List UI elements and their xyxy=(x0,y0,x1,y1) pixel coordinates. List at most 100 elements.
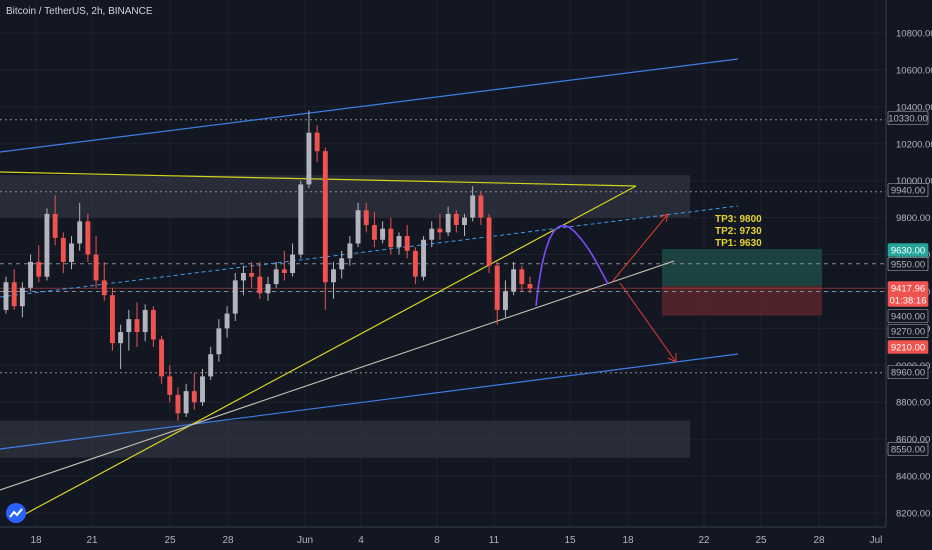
candle-body xyxy=(44,213,50,277)
arrow-head-up-icon xyxy=(659,213,669,223)
candle-body xyxy=(445,213,451,233)
candle-body xyxy=(519,269,525,285)
candle-body xyxy=(36,261,42,277)
price-label: 8960.00 xyxy=(891,367,925,378)
candle-body xyxy=(60,237,66,262)
price-label-box xyxy=(887,293,929,307)
candle-body xyxy=(339,258,345,270)
candle-body xyxy=(208,354,214,377)
candle-body xyxy=(52,213,58,238)
upper-channel-line xyxy=(0,58,739,153)
candle-body xyxy=(404,236,410,251)
candle-body xyxy=(232,280,238,314)
y-tick-label: 8400.00 xyxy=(896,472,930,483)
tp-annotation-text: TP2: 9730 xyxy=(715,226,762,237)
candle-body xyxy=(19,287,25,307)
projected-path-arc xyxy=(535,225,609,307)
horizontal-levels xyxy=(0,119,886,374)
candle-body xyxy=(388,228,394,248)
candle-body xyxy=(257,276,263,294)
candle-body xyxy=(150,309,156,340)
candle-body xyxy=(142,309,148,333)
bullish-projection-arrow xyxy=(611,213,669,283)
candle-body xyxy=(167,376,173,395)
price-label: 01:38:16 xyxy=(890,295,927,306)
tradingview-logo-icon[interactable] xyxy=(6,503,26,523)
x-tick-label: 28 xyxy=(813,535,825,546)
candle-body xyxy=(191,391,197,403)
mid-channel-line xyxy=(0,205,739,298)
price-label-box xyxy=(887,442,929,456)
candle-body xyxy=(437,228,443,233)
ascending-support-line xyxy=(13,185,637,521)
y-tick-label: 10600.00 xyxy=(896,65,932,76)
candle-body xyxy=(183,391,189,414)
candle-body xyxy=(347,243,353,259)
stop-loss-box xyxy=(662,285,822,316)
descending-resistance-line xyxy=(0,171,637,187)
price-label: 9630.00 xyxy=(891,245,925,256)
candle-body xyxy=(429,228,435,240)
candle-body xyxy=(511,269,517,292)
candle-body xyxy=(314,132,320,152)
candle-body xyxy=(77,221,83,244)
price-label-box xyxy=(887,257,929,271)
candle-body xyxy=(355,210,361,244)
candle-body xyxy=(134,319,140,333)
price-label: 9210.00 xyxy=(891,342,925,353)
candle-body xyxy=(331,269,336,283)
y-tick-label: 9800.00 xyxy=(896,213,930,224)
price-label: 9400.00 xyxy=(891,311,925,322)
candle-body xyxy=(159,339,165,377)
candle-body xyxy=(453,213,459,225)
x-tick-label: 25 xyxy=(755,535,767,546)
candle-body xyxy=(224,313,230,329)
x-tick-label: 8 xyxy=(434,535,440,546)
candle-body xyxy=(11,282,17,307)
bearish-projection-arrow xyxy=(619,282,677,363)
candle-body xyxy=(527,284,533,289)
price-axis[interactable]: 8200.008400.008600.008800.009000.009200.… xyxy=(885,0,932,550)
price-label: 10330.00 xyxy=(888,113,928,124)
candle-body xyxy=(322,151,328,283)
y-tick-label: 8200.00 xyxy=(896,509,930,520)
x-tick-label: Jul xyxy=(870,535,883,546)
price-label-box xyxy=(887,340,929,354)
candle-body xyxy=(3,282,9,310)
price-label: 8550.00 xyxy=(891,444,925,455)
price-label: 9270.00 xyxy=(891,326,925,337)
price-label: 9940.00 xyxy=(891,185,925,196)
trend-lines xyxy=(0,58,739,521)
candle-body xyxy=(371,225,377,240)
candle-body xyxy=(126,319,132,333)
candle-body xyxy=(93,254,99,281)
price-label: 9550.00 xyxy=(891,259,925,270)
candle-body xyxy=(502,291,508,310)
lower-channel-line xyxy=(0,353,739,450)
x-tick-label: 11 xyxy=(489,535,500,546)
candle-body xyxy=(494,265,500,310)
candlestick-series xyxy=(3,110,533,421)
x-tick-label: 15 xyxy=(564,535,576,546)
candle-body xyxy=(421,239,427,277)
x-tick-label: 4 xyxy=(358,535,364,546)
support-zone xyxy=(0,420,690,458)
x-tick-label: 18 xyxy=(30,535,42,546)
candle-body xyxy=(28,261,34,288)
candle-body xyxy=(298,184,304,255)
candle-body xyxy=(118,332,124,344)
candle-body xyxy=(273,269,279,285)
price-label-box xyxy=(887,183,929,197)
candle-body xyxy=(290,254,296,273)
candle-body xyxy=(265,284,271,294)
price-label-box xyxy=(887,111,929,125)
price-axis-bg xyxy=(886,0,932,550)
x-tick-label: 21 xyxy=(86,535,98,546)
x-tick-label: Jun xyxy=(297,535,313,546)
time-axis[interactable]: 18 21 25 28 Jun 4 8 11 15 18 22 25 28 Jul xyxy=(0,526,886,546)
zone-rectangles xyxy=(0,175,822,458)
candle-body xyxy=(306,132,312,185)
chart-title: Bitcoin / TetherUS, 2h, BINANCE xyxy=(6,6,153,17)
